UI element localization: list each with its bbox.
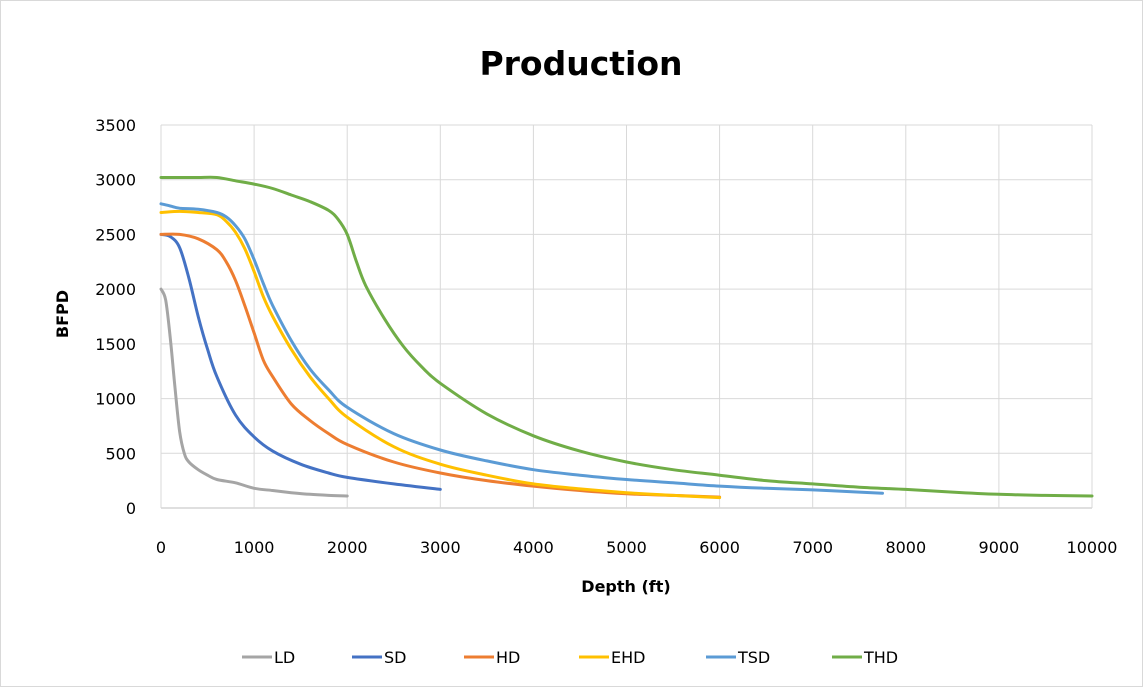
y-tick-label: 1000: [95, 390, 136, 409]
y-axis-title: BFPD: [53, 290, 72, 338]
legend-item-thd: THD: [832, 648, 898, 667]
x-tick-label: 10000: [1067, 538, 1118, 557]
legend-label: HD: [496, 648, 520, 667]
legend-item-ehd: EHD: [579, 648, 645, 667]
y-tick-label: 0: [126, 499, 136, 518]
x-tick-label: 8000: [885, 538, 926, 557]
legend-label: SD: [384, 648, 406, 667]
legend-item-hd: HD: [464, 648, 520, 667]
x-tick-label: 1000: [234, 538, 275, 557]
y-tick-label: 2000: [95, 280, 136, 299]
y-tick-label: 3000: [95, 171, 136, 190]
y-tick-label: 500: [105, 444, 136, 463]
y-tick-label: 2500: [95, 225, 136, 244]
tick-layer: 0 500 1000 1500 2000 2500 3000 3500 0 1000 2000 300…: [95, 116, 1117, 557]
x-tick-label: 9000: [979, 538, 1020, 557]
legend-label: THD: [863, 648, 898, 667]
legend-item-sd: SD: [352, 648, 406, 667]
legend-label: TSD: [737, 648, 770, 667]
legend-item-tsd: TSD: [706, 648, 770, 667]
x-tick-label: 6000: [699, 538, 740, 557]
y-tick-label: 1500: [95, 335, 136, 354]
legend-item-ld: LD: [242, 648, 295, 667]
series-line-thd: [159, 175, 1094, 498]
series-line-tsd: [159, 202, 884, 495]
x-tick-label: 7000: [792, 538, 833, 557]
series-layer: [159, 175, 1094, 500]
x-axis-title: Depth (ft): [581, 577, 670, 596]
legend: LD SD HD EHD TSD THD: [242, 648, 898, 667]
x-tick-label: 4000: [513, 538, 554, 557]
grid-layer: [160, 124, 1093, 509]
series-line-sd: [159, 232, 442, 491]
legend-label: LD: [274, 648, 295, 667]
chart-title: Production: [479, 44, 682, 83]
series-line-hd: [159, 232, 722, 499]
series-line-ld: [159, 287, 349, 498]
y-tick-label: 3500: [95, 116, 136, 135]
legend-label: EHD: [611, 648, 645, 667]
x-tick-label: 5000: [606, 538, 647, 557]
x-tick-label: 0: [156, 538, 166, 557]
series-line-ehd: [159, 209, 722, 500]
x-tick-label: 2000: [327, 538, 368, 557]
x-tick-label: 3000: [420, 538, 461, 557]
